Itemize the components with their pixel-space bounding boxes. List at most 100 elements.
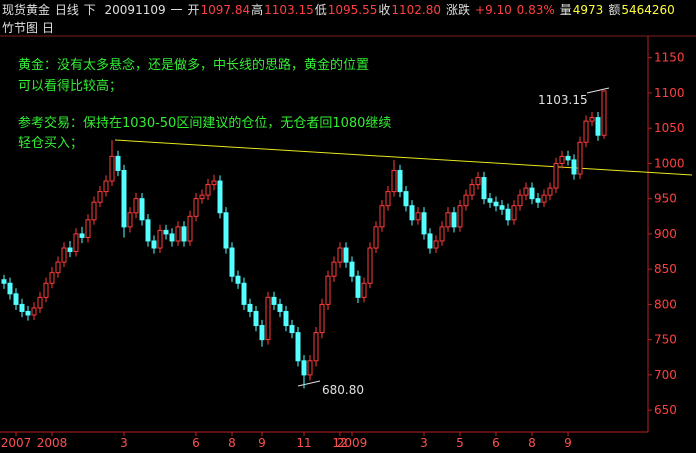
candle-body bbox=[139, 198, 145, 221]
candle-body bbox=[1, 279, 7, 284]
candle-body bbox=[361, 282, 367, 298]
candle-body bbox=[571, 159, 577, 175]
candle-body bbox=[175, 226, 181, 242]
x-tick-label: 3 bbox=[420, 436, 428, 450]
candle-body bbox=[25, 310, 31, 316]
candle-body bbox=[511, 205, 517, 221]
y-tick-label: 1050 bbox=[654, 121, 685, 135]
candle-body bbox=[385, 191, 391, 207]
label: 量 bbox=[559, 3, 572, 17]
open: 1097.84 bbox=[200, 3, 251, 17]
candle-body bbox=[499, 205, 505, 210]
date: 20091109 bbox=[104, 3, 166, 17]
candle-body bbox=[541, 194, 547, 203]
candle-body bbox=[301, 360, 307, 376]
candle-body bbox=[475, 177, 481, 186]
candle-body bbox=[91, 201, 97, 221]
candle-body bbox=[433, 240, 439, 249]
y-tick-label: 1000 bbox=[654, 156, 685, 170]
label: 额 bbox=[608, 3, 621, 17]
chart-style[interactable]: 竹节图 bbox=[2, 21, 39, 35]
annotation-leader bbox=[297, 380, 321, 387]
label: 涨跌 bbox=[446, 3, 471, 17]
candle-body bbox=[13, 293, 19, 305]
candle-body bbox=[193, 198, 199, 217]
candle-body bbox=[589, 117, 595, 122]
candle-body bbox=[127, 212, 133, 228]
change-pct: 0.83% bbox=[516, 3, 555, 17]
candle-body bbox=[337, 247, 343, 263]
y-tick-label: 1150 bbox=[654, 51, 685, 65]
candle-body bbox=[331, 261, 337, 277]
candle-body bbox=[103, 180, 109, 193]
annotation: 680.80 bbox=[322, 383, 364, 397]
candle-body bbox=[595, 117, 601, 136]
x-tick-label: 11 bbox=[296, 436, 311, 450]
y-tick-label: 750 bbox=[654, 333, 677, 347]
candle-body bbox=[283, 310, 289, 327]
candle-body bbox=[289, 325, 295, 334]
x-tick-label: 12 bbox=[332, 436, 347, 450]
x-tick-label: 2009 bbox=[337, 436, 368, 450]
annotation-leader bbox=[586, 87, 610, 94]
candle-body bbox=[169, 233, 175, 242]
candle-body bbox=[583, 120, 589, 143]
candle-body bbox=[55, 261, 61, 274]
candle-body bbox=[565, 155, 571, 161]
candle-body bbox=[445, 212, 451, 228]
candle-body bbox=[535, 198, 541, 203]
candle-body bbox=[517, 194, 523, 207]
candle-body bbox=[559, 155, 565, 164]
candle-body bbox=[325, 275, 331, 305]
y-tick-label: 850 bbox=[654, 262, 677, 276]
y-tick-label: 700 bbox=[654, 368, 677, 382]
change: +9.10 bbox=[475, 3, 512, 17]
candle-body bbox=[121, 169, 127, 228]
y-tick-label: 800 bbox=[654, 297, 677, 311]
candle-body bbox=[253, 310, 259, 327]
candle-body bbox=[463, 194, 469, 207]
candle-body bbox=[421, 212, 427, 235]
candle-body bbox=[487, 198, 493, 203]
candle-body bbox=[367, 247, 373, 284]
candle-body bbox=[259, 325, 265, 341]
annotation: 1103.15 bbox=[538, 93, 588, 107]
candle-body bbox=[145, 219, 151, 242]
quote-header: 现货黄金 日线 下 20091109 一开1097.84高1103.15低109… bbox=[2, 1, 676, 17]
candle-body bbox=[553, 162, 559, 189]
x-tick-label: 6 bbox=[192, 436, 200, 450]
candle-body bbox=[577, 141, 583, 175]
candle-body bbox=[397, 169, 403, 193]
note: 黄金：没有太多悬念，还是做多，中长线的思路，黄金的位置 bbox=[18, 57, 369, 73]
y-tick-label: 950 bbox=[654, 192, 677, 206]
candle-body bbox=[409, 205, 415, 221]
candle-body bbox=[439, 226, 445, 242]
candle-body bbox=[391, 169, 397, 193]
candle-body bbox=[265, 296, 271, 341]
candle-body bbox=[115, 155, 121, 171]
candle-body bbox=[97, 191, 103, 203]
candle-body bbox=[241, 282, 247, 305]
period-button[interactable]: 日 bbox=[42, 21, 55, 35]
candle-body bbox=[133, 198, 139, 214]
candle-body bbox=[205, 184, 211, 196]
trend-line bbox=[114, 139, 693, 176]
x-tick-label: 2008 bbox=[37, 436, 68, 450]
sub-header: 竹节图日 bbox=[2, 19, 58, 36]
label: 收 bbox=[378, 3, 391, 17]
candle-body bbox=[217, 180, 223, 214]
candle-body bbox=[271, 296, 277, 305]
candle-body bbox=[49, 272, 55, 284]
candle-body bbox=[109, 155, 115, 182]
candle-body bbox=[277, 303, 283, 312]
candle-body bbox=[223, 212, 229, 249]
volume: 4973 bbox=[572, 3, 604, 17]
candle-body bbox=[43, 282, 49, 298]
candle-body bbox=[451, 212, 457, 228]
y-tick-label: 1100 bbox=[654, 86, 685, 100]
candle-body bbox=[427, 233, 433, 249]
y-tick-label: 900 bbox=[654, 227, 677, 241]
candle-body bbox=[73, 233, 79, 253]
close: 1102.80 bbox=[391, 3, 442, 17]
candle-body bbox=[187, 215, 193, 242]
